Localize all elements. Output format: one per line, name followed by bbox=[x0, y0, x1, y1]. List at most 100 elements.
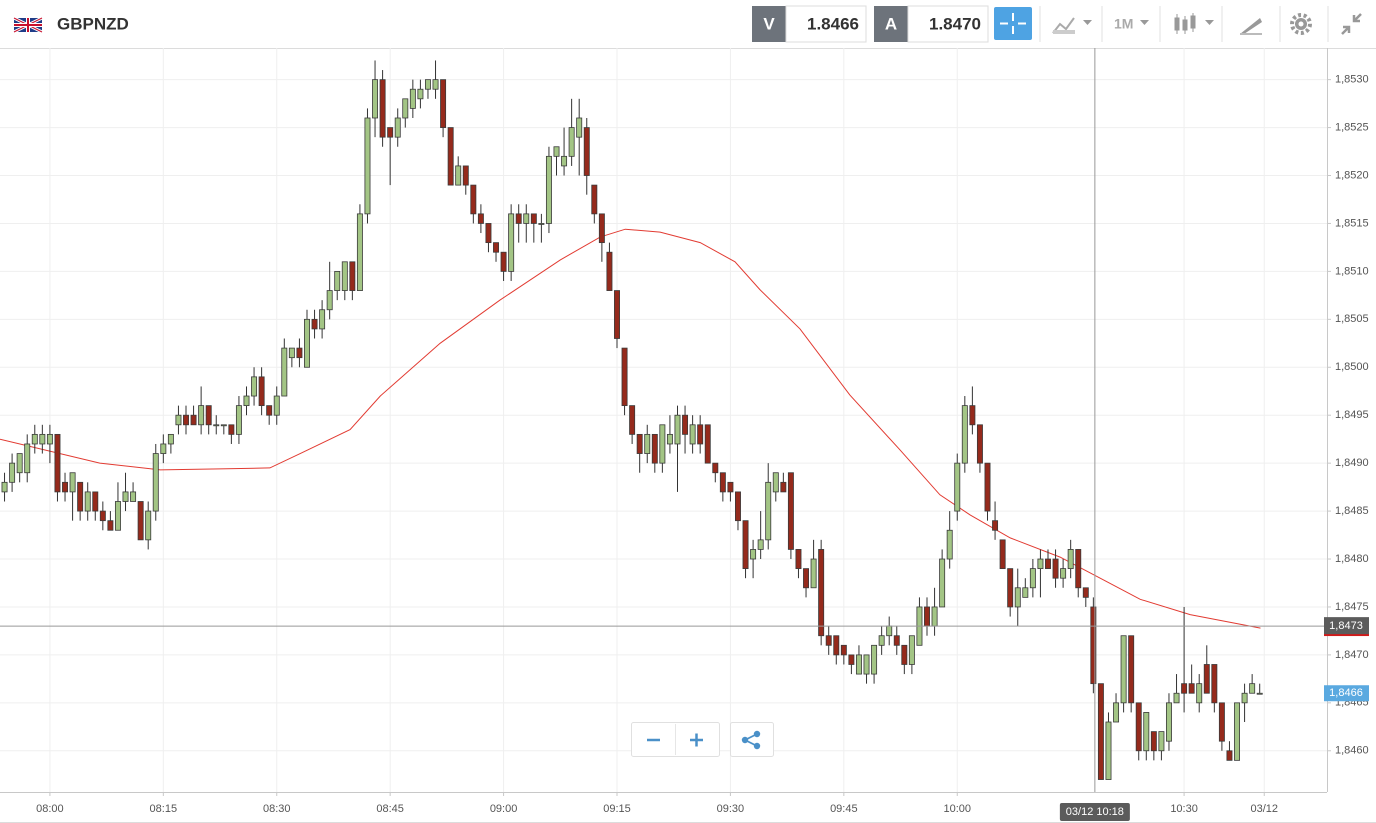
candle-body bbox=[122, 491, 129, 502]
candle-body bbox=[598, 213, 605, 244]
candle-body bbox=[251, 376, 258, 397]
candle-body bbox=[576, 117, 583, 138]
candle-body bbox=[447, 127, 454, 186]
candle-body bbox=[1105, 721, 1112, 780]
candle-body bbox=[621, 347, 628, 407]
candle-body bbox=[954, 462, 961, 512]
last-price-badge bbox=[1324, 685, 1369, 702]
candle-body bbox=[424, 79, 431, 90]
bid-button[interactable]: V 1.8466 bbox=[752, 5, 867, 43]
candle-body bbox=[440, 79, 447, 128]
candle-body bbox=[523, 213, 530, 224]
timeframe-button[interactable]: 1M bbox=[1114, 16, 1149, 32]
x-tick-label: 08:45 bbox=[376, 803, 404, 815]
candle-body bbox=[538, 223, 545, 225]
candle-body bbox=[175, 414, 182, 426]
candle-body bbox=[697, 424, 704, 445]
settings-button[interactable] bbox=[1290, 13, 1312, 35]
candle-body bbox=[515, 213, 522, 224]
candle-body bbox=[205, 405, 212, 426]
ask-button[interactable]: A 1.8470 bbox=[874, 5, 989, 43]
candle-body bbox=[561, 155, 568, 167]
candle-body bbox=[1218, 702, 1225, 742]
candle-body bbox=[712, 462, 719, 474]
candle-body bbox=[167, 433, 174, 445]
ask-price: 1.8470 bbox=[929, 14, 981, 33]
candle-body bbox=[863, 654, 870, 675]
candle-body bbox=[409, 88, 416, 109]
candle-body bbox=[583, 127, 590, 176]
zoom-out-button[interactable] bbox=[632, 723, 675, 756]
crosshair-button[interactable] bbox=[994, 7, 1032, 40]
collapse-button[interactable] bbox=[1341, 13, 1362, 35]
candle-body bbox=[969, 405, 976, 426]
candle-body bbox=[311, 318, 318, 330]
candle-body bbox=[750, 549, 757, 560]
candle-body bbox=[296, 347, 303, 359]
candle-body bbox=[198, 405, 205, 426]
x-tick-label: 09:30 bbox=[717, 803, 745, 815]
candle-body bbox=[334, 270, 341, 291]
crosshair-x-label: 03/12 10:18 bbox=[1066, 806, 1124, 818]
x-tick-label: 08:30 bbox=[263, 803, 291, 815]
candle-body bbox=[500, 251, 507, 272]
candle-body bbox=[568, 127, 575, 157]
candle-body bbox=[485, 223, 492, 244]
y-tick-label: 1,8520 bbox=[1335, 169, 1369, 181]
candle-body bbox=[1045, 558, 1051, 570]
crosshair-y-label: 1,8473 bbox=[1329, 620, 1363, 632]
candle-body bbox=[326, 290, 333, 311]
draw-button[interactable] bbox=[1240, 18, 1262, 35]
candle-body bbox=[402, 98, 409, 119]
candle-body bbox=[878, 635, 885, 646]
y-tick-label: 1,8480 bbox=[1335, 553, 1369, 565]
candle-body bbox=[62, 481, 68, 493]
last-price-label: 1,8466 bbox=[1329, 687, 1363, 699]
moving-average bbox=[0, 228, 1261, 629]
zoom-in-button[interactable] bbox=[676, 723, 719, 756]
candle-body bbox=[92, 491, 99, 512]
candle-body bbox=[39, 433, 46, 445]
candle-body bbox=[183, 414, 189, 426]
candle-body bbox=[319, 309, 326, 330]
candle-body bbox=[220, 424, 227, 427]
candle-body bbox=[825, 635, 832, 646]
chart-type-button[interactable] bbox=[1052, 17, 1092, 34]
candle-body bbox=[553, 146, 560, 157]
y-tick-label: 1,8460 bbox=[1335, 745, 1369, 757]
candle-body bbox=[1181, 683, 1188, 694]
candle-body bbox=[606, 251, 613, 291]
candle-body bbox=[946, 529, 953, 560]
share-button[interactable] bbox=[730, 722, 774, 757]
candle-body bbox=[46, 433, 53, 445]
candle-body bbox=[984, 462, 991, 512]
candle-body bbox=[644, 433, 651, 454]
candle-type-button[interactable] bbox=[1174, 13, 1214, 34]
candle-body bbox=[477, 213, 484, 224]
candle-body bbox=[372, 79, 379, 119]
zoom-controls bbox=[631, 722, 774, 757]
candle-body bbox=[77, 481, 84, 512]
candle-body bbox=[9, 462, 16, 483]
candle-body bbox=[243, 395, 250, 407]
candle-body bbox=[1203, 664, 1210, 694]
candle-body bbox=[1075, 549, 1082, 589]
candle-body bbox=[833, 635, 840, 656]
candle-body bbox=[1052, 558, 1059, 579]
candle-body bbox=[1173, 692, 1180, 704]
candle-body bbox=[1014, 587, 1021, 608]
y-tick-label: 1,8530 bbox=[1335, 74, 1369, 86]
candle-body bbox=[682, 414, 689, 435]
candle-body bbox=[1082, 587, 1089, 598]
candle-body bbox=[818, 549, 825, 637]
candle-body bbox=[24, 443, 31, 474]
candle-body bbox=[455, 165, 462, 186]
candle-body bbox=[871, 644, 878, 675]
candle-body bbox=[666, 433, 673, 445]
x-tick-label: 09:00 bbox=[490, 803, 518, 815]
y-tick-label: 1,8510 bbox=[1335, 265, 1369, 277]
candle-body bbox=[470, 184, 477, 215]
candle-body bbox=[1241, 692, 1248, 704]
candle-body bbox=[780, 481, 787, 493]
